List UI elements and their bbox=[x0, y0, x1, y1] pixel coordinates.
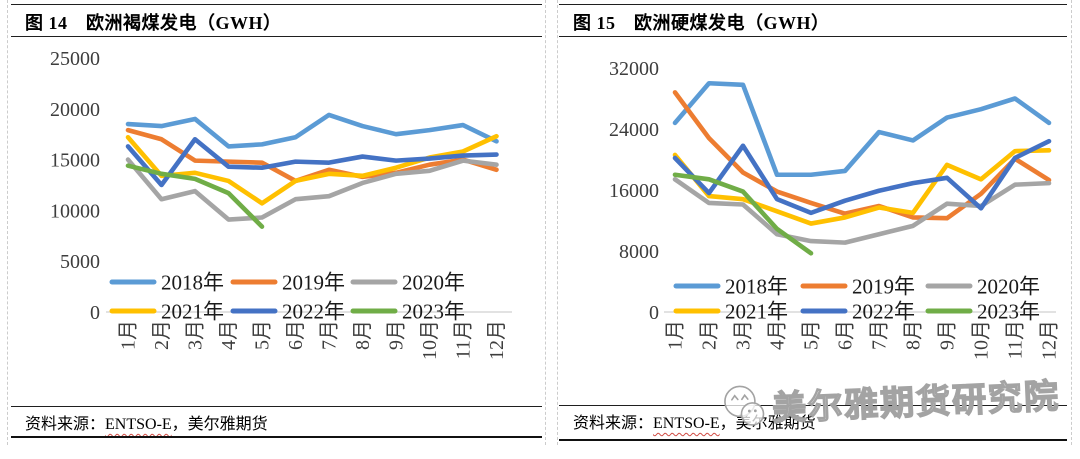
series-line-2021年 bbox=[672, 148, 1052, 226]
chart-title-lignite: 图 14 欧洲褐煤发电（GWH） bbox=[25, 13, 282, 33]
y-tick-label: 8000 bbox=[619, 241, 659, 263]
x-tick-label: 3月 bbox=[733, 320, 755, 350]
title-separator bbox=[11, 36, 542, 37]
panel-top-border bbox=[559, 4, 1067, 5]
x-tick-label: 2月 bbox=[151, 320, 173, 350]
legend-label-2023年: 2023年 bbox=[402, 300, 465, 324]
legend-label-2021年: 2021年 bbox=[725, 300, 788, 324]
chart-svg-1: 0 8000 16000 24000 32000 1月 2月 3月 4月 5月 6月 7月 8月 9月 10… bbox=[609, 58, 1061, 360]
series-line-2020年 bbox=[125, 157, 499, 222]
source-prefix: 资料来源： bbox=[573, 415, 654, 432]
source-row-lignite: 资料来源：ENTSO-E，美尔雅期货 bbox=[25, 410, 539, 434]
y-tick-label: 15000 bbox=[50, 150, 100, 172]
x-tick-label: 2月 bbox=[699, 320, 721, 350]
source-row-hardcoal: 资料来源：ENTSO-E，美尔雅期货 bbox=[573, 409, 1064, 433]
x-tick-label: 11月 bbox=[453, 320, 475, 359]
series-line-2018年 bbox=[672, 80, 1052, 178]
chart-area-hardcoal[interactable]: 0 8000 16000 24000 32000 1月 2月 3月 4月 5月 6月 7月 8月 9月 10… bbox=[558, 37, 1068, 405]
legend-label-2022年: 2022年 bbox=[282, 300, 345, 324]
table-gridline-left bbox=[7, 0, 8, 445]
table-gridline-mid-2 bbox=[557, 0, 558, 445]
series-line-2022年 bbox=[125, 136, 499, 188]
x-tick-label: 5月 bbox=[252, 320, 274, 350]
panel-bottom-border bbox=[11, 436, 542, 438]
chart-title-hardcoal: 图 15 欧洲硬煤发电（GWH） bbox=[573, 13, 830, 33]
y-tick-label: 0 bbox=[649, 302, 659, 324]
legend-label-2021年: 2021年 bbox=[161, 300, 224, 324]
y-tick-label: 10000 bbox=[50, 200, 100, 222]
series-line-2022年 bbox=[672, 138, 1052, 216]
x-tick-label: 6月 bbox=[285, 320, 307, 350]
chart-area-lignite[interactable]: 0 5000 10000 15000 20000 25000 1月 2月 3月 4月 5月 6月 7月 8… bbox=[10, 37, 543, 405]
legend-label-2022年: 2022年 bbox=[852, 300, 915, 324]
table-gridline-mid-1 bbox=[545, 0, 546, 445]
x-tick-label: 9月 bbox=[937, 320, 959, 350]
x-tick-label: 11月 bbox=[1005, 320, 1027, 359]
x-tick-label: 8月 bbox=[903, 320, 925, 350]
legend-label-2018年: 2018年 bbox=[725, 275, 788, 299]
y-tick-label: 25000 bbox=[50, 48, 100, 70]
legend-label-2019年: 2019年 bbox=[282, 271, 345, 295]
panel-lignite: 图 14 欧洲褐煤发电（GWH） 0 5000 10000 15000 20000 250… bbox=[10, 0, 543, 459]
x-tick-label: 4月 bbox=[767, 320, 789, 350]
panel-bottom-border bbox=[559, 439, 1067, 441]
legend-label-2023年: 2023年 bbox=[977, 300, 1040, 324]
x-tick-label: 7月 bbox=[869, 320, 891, 350]
x-tick-label: 10月 bbox=[419, 320, 441, 360]
source-suffix: ，美尔雅期货 bbox=[719, 415, 816, 432]
y-tick-label: 24000 bbox=[609, 119, 659, 141]
chart-svg-0: 0 5000 10000 15000 20000 25000 1月 2月 3月 4月 5月 6月 7月 8… bbox=[50, 48, 512, 360]
x-tick-label: 6月 bbox=[835, 320, 857, 350]
y-tick-label: 32000 bbox=[609, 58, 659, 80]
x-tick-label: 3月 bbox=[185, 320, 207, 350]
source-org: ENTSO-E bbox=[105, 416, 172, 433]
title-separator bbox=[559, 36, 1067, 37]
source-prefix: 资料来源： bbox=[25, 416, 106, 433]
legend-label-2019年: 2019年 bbox=[852, 275, 915, 299]
panel-top-border bbox=[11, 4, 542, 5]
source-suffix: ，美尔雅期货 bbox=[171, 416, 268, 433]
series-line-2023年 bbox=[125, 163, 265, 229]
y-tick-label: 5000 bbox=[60, 251, 100, 273]
legend-label-2020年: 2020年 bbox=[402, 271, 465, 295]
y-tick-label: 16000 bbox=[609, 180, 659, 202]
x-tick-label: 12月 bbox=[486, 320, 508, 360]
panel-hardcoal: 图 15 欧洲硬煤发电（GWH） 0 8000 16000 24000 32000 1月 2… bbox=[558, 0, 1068, 459]
x-tick-label: 5月 bbox=[801, 320, 823, 350]
series-line-2018年 bbox=[125, 112, 499, 149]
x-tick-label: 7月 bbox=[319, 320, 341, 350]
x-tick-label: 1月 bbox=[118, 320, 140, 350]
x-tick-label: 9月 bbox=[386, 320, 408, 350]
source-org: ENTSO-E bbox=[653, 415, 720, 432]
table-gridline-right bbox=[1071, 0, 1072, 445]
source-separator bbox=[559, 405, 1067, 406]
source-separator bbox=[11, 406, 542, 407]
series-line-2019年 bbox=[672, 90, 1052, 221]
x-tick-label: 12月 bbox=[1039, 320, 1061, 360]
legend-label-2020年: 2020年 bbox=[977, 275, 1040, 299]
legend-label-2018年: 2018年 bbox=[161, 271, 224, 295]
x-tick-label: 10月 bbox=[971, 320, 993, 360]
x-tick-label: 8月 bbox=[352, 320, 374, 350]
y-tick-label: 20000 bbox=[50, 99, 100, 121]
x-tick-label: 4月 bbox=[218, 320, 240, 350]
y-tick-label: 0 bbox=[90, 302, 100, 324]
series-line-2023年 bbox=[672, 172, 814, 256]
x-tick-label: 1月 bbox=[665, 320, 687, 350]
